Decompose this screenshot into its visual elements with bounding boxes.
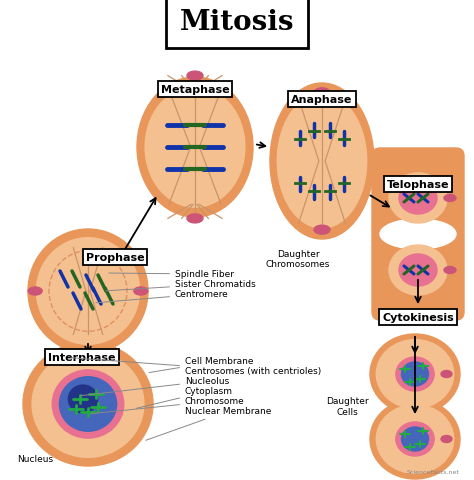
Ellipse shape: [145, 88, 245, 208]
Text: Cell Membrane: Cell Membrane: [149, 357, 254, 373]
Ellipse shape: [396, 422, 434, 456]
Text: Nucleolus: Nucleolus: [81, 377, 229, 396]
Ellipse shape: [376, 340, 454, 408]
Ellipse shape: [86, 354, 100, 362]
Text: Nucleus: Nucleus: [17, 454, 53, 463]
Ellipse shape: [187, 72, 203, 81]
Text: Chromosome: Chromosome: [91, 396, 245, 414]
Text: Cytokinesis: Cytokinesis: [382, 312, 454, 323]
Ellipse shape: [314, 226, 330, 235]
Ellipse shape: [444, 195, 456, 202]
Ellipse shape: [32, 351, 144, 457]
Text: ScienceFacts.net: ScienceFacts.net: [407, 469, 460, 474]
Ellipse shape: [401, 427, 428, 451]
Text: Spindle Fiber: Spindle Fiber: [109, 270, 234, 279]
Ellipse shape: [314, 89, 330, 97]
Text: Nuclear Membrane: Nuclear Membrane: [146, 407, 272, 440]
Ellipse shape: [399, 254, 437, 287]
Ellipse shape: [401, 362, 428, 386]
Ellipse shape: [52, 370, 124, 438]
Ellipse shape: [68, 385, 98, 413]
Text: Metaphase: Metaphase: [161, 85, 229, 95]
Ellipse shape: [370, 334, 460, 414]
Ellipse shape: [389, 245, 447, 295]
Ellipse shape: [28, 288, 42, 295]
Ellipse shape: [23, 342, 153, 466]
Ellipse shape: [28, 229, 148, 353]
Text: Anaphase: Anaphase: [292, 95, 353, 105]
Text: Prophase: Prophase: [86, 252, 144, 263]
Ellipse shape: [277, 95, 367, 228]
Ellipse shape: [187, 215, 203, 223]
Ellipse shape: [376, 405, 454, 473]
Ellipse shape: [134, 288, 148, 295]
Ellipse shape: [59, 354, 73, 362]
Ellipse shape: [444, 267, 456, 274]
Ellipse shape: [389, 174, 447, 224]
Text: Centromere: Centromere: [96, 290, 229, 303]
Ellipse shape: [441, 435, 452, 443]
Text: Daughter
Chromosomes: Daughter Chromosomes: [266, 250, 330, 269]
Text: Sister Chromatids: Sister Chromatids: [106, 280, 256, 291]
Ellipse shape: [380, 219, 456, 250]
Ellipse shape: [370, 399, 460, 479]
Ellipse shape: [441, 371, 452, 378]
Ellipse shape: [396, 357, 434, 391]
FancyBboxPatch shape: [372, 149, 464, 320]
Ellipse shape: [137, 78, 253, 217]
Text: Mitosis: Mitosis: [180, 9, 294, 36]
Ellipse shape: [399, 182, 437, 215]
Text: Telophase: Telophase: [387, 180, 449, 190]
Text: Daughter
Cells: Daughter Cells: [326, 396, 368, 416]
Ellipse shape: [270, 84, 374, 240]
Text: Interphase: Interphase: [48, 352, 116, 362]
Ellipse shape: [36, 238, 140, 345]
Text: Centrosomes (with centrioles): Centrosomes (with centrioles): [71, 358, 321, 376]
Ellipse shape: [59, 377, 117, 432]
Text: Cytoplasm: Cytoplasm: [136, 387, 233, 408]
